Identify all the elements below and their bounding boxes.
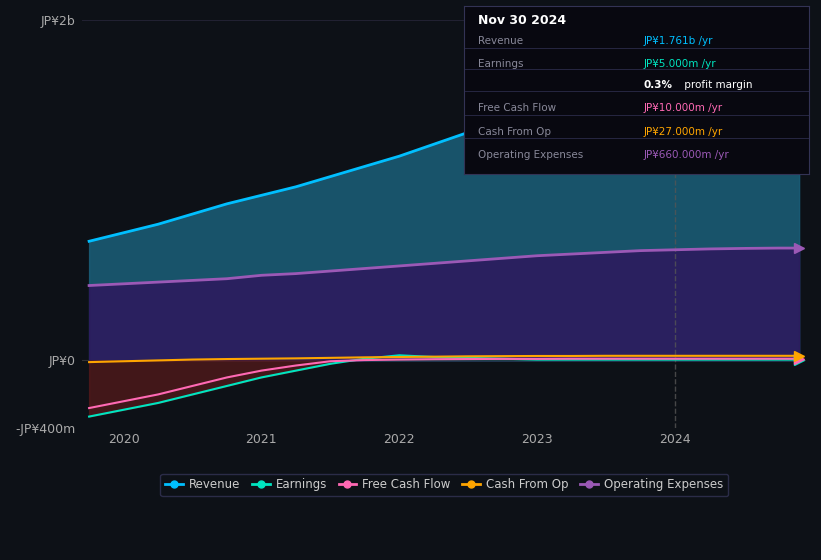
Text: JP¥5.000m /yr: JP¥5.000m /yr bbox=[643, 59, 716, 69]
Text: 0.3%: 0.3% bbox=[643, 80, 672, 90]
Text: Revenue: Revenue bbox=[478, 36, 523, 46]
Text: JP¥660.000m /yr: JP¥660.000m /yr bbox=[643, 150, 729, 160]
Text: JP¥10.000m /yr: JP¥10.000m /yr bbox=[643, 103, 722, 113]
Text: Operating Expenses: Operating Expenses bbox=[478, 150, 583, 160]
Text: profit margin: profit margin bbox=[681, 80, 753, 90]
Text: JP¥27.000m /yr: JP¥27.000m /yr bbox=[643, 127, 722, 137]
Text: Earnings: Earnings bbox=[478, 59, 523, 69]
Text: JP¥1.761b /yr: JP¥1.761b /yr bbox=[643, 36, 713, 46]
Text: Cash From Op: Cash From Op bbox=[478, 127, 551, 137]
Text: Free Cash Flow: Free Cash Flow bbox=[478, 103, 556, 113]
Text: Nov 30 2024: Nov 30 2024 bbox=[478, 14, 566, 27]
Legend: Revenue, Earnings, Free Cash Flow, Cash From Op, Operating Expenses: Revenue, Earnings, Free Cash Flow, Cash … bbox=[160, 474, 728, 496]
